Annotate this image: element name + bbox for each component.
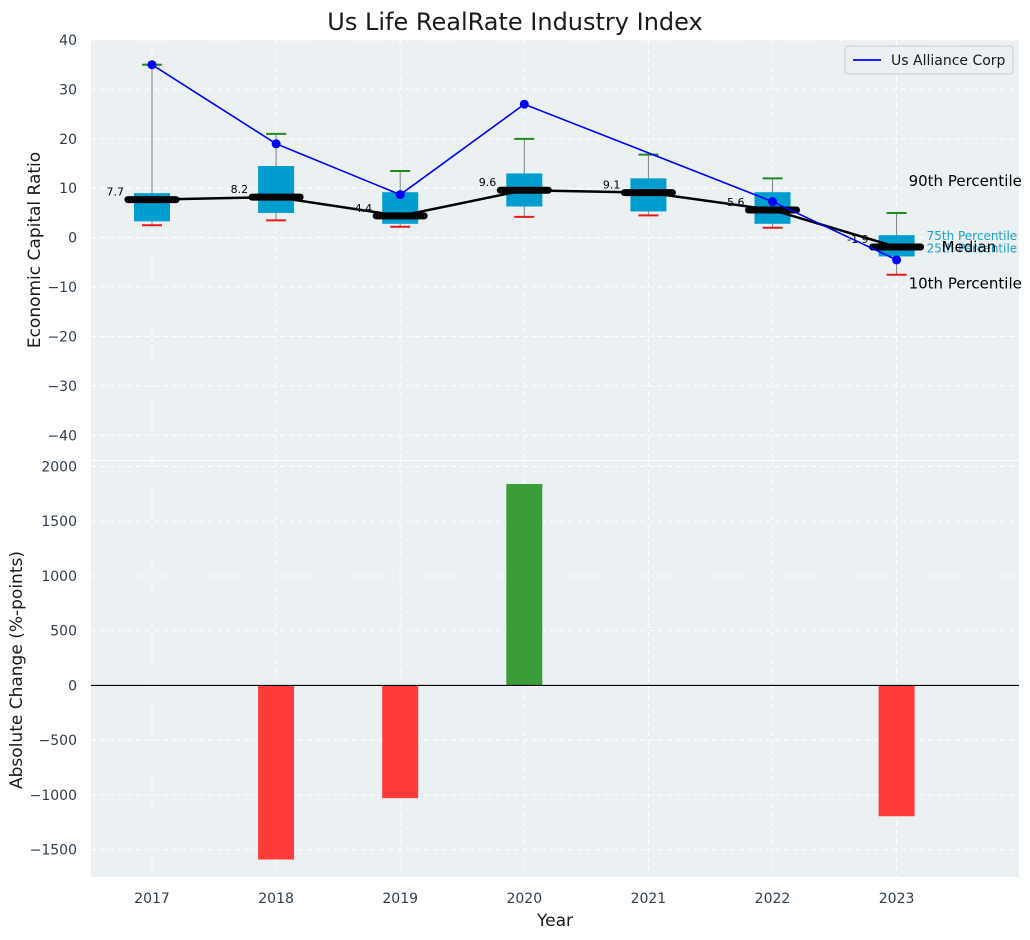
series-line-us-alliance-corp	[151, 64, 897, 261]
bottom-y-tick-label: −500	[39, 733, 77, 749]
iqr-box	[258, 166, 295, 213]
x-axis-label: Year	[536, 911, 573, 931]
x-tick-label: 2023	[879, 891, 915, 907]
top-y-tick-label: −30	[47, 379, 77, 395]
series-point-us-alliance-corp	[147, 60, 157, 70]
bottom-y-tick-label: −1000	[30, 788, 77, 804]
bottom-y-tick-label: 1000	[41, 569, 77, 585]
median-value-label: 7.7	[107, 186, 125, 199]
bottom-panel: 2000 1500 1000 500 0 −500 −1000 −1500 2017 2018 20…	[30, 459, 1019, 907]
series-point-us-alliance-corp	[395, 190, 405, 200]
top-y-tick-label: 10	[59, 181, 77, 197]
bottom-y-tick-label: 2000	[41, 459, 77, 475]
chart-title: Us Life RealRate Industry Index	[327, 8, 702, 36]
median-value-label: -1.9	[847, 233, 868, 246]
annotation-75th-percentile: 75th Percentile	[927, 229, 1018, 243]
x-tick-label: 2020	[506, 891, 542, 907]
annotation-median: Median	[942, 238, 997, 256]
series-point-us-alliance-corp	[519, 99, 529, 109]
top-y-tick-label: 0	[68, 231, 77, 247]
top-y-tick-label: −40	[47, 428, 77, 444]
top-plot-area	[91, 40, 1019, 460]
median-value-label: 4.4	[355, 202, 373, 215]
change-bar	[258, 685, 295, 860]
change-bar	[382, 685, 419, 799]
series-point-us-alliance-corp	[892, 255, 902, 265]
x-tick-label: 2021	[631, 891, 667, 907]
x-tick-label: 2018	[258, 891, 294, 907]
bottom-y-tick-label: 500	[50, 624, 77, 640]
bottom-y-tick-label: 1500	[41, 514, 77, 530]
bottom-y-axis-label: Absolute Change (%-points)	[7, 551, 27, 789]
x-tick-label: 2017	[134, 891, 170, 907]
median-value-label: 9.6	[479, 176, 497, 189]
top-y-tick-label: −10	[47, 280, 77, 296]
median-value-label: 9.1	[603, 179, 621, 192]
top-panel: 40 30 20 10 0 −10 −20 −30 −40 7.7 8.2 4.4 9.6 9.1 5.6 -…	[47, 33, 1022, 460]
top-y-tick-label: 30	[59, 82, 77, 98]
annotation-90th-percentile: 90th Percentile	[909, 172, 1022, 190]
series-point-us-alliance-corp	[271, 139, 281, 149]
bottom-plot-area	[91, 461, 1019, 877]
legend-box	[844, 45, 1014, 75]
bottom-y-tick-label: −1500	[30, 843, 77, 859]
annotation-25th-percentile: 25th Percentile	[927, 241, 1018, 255]
x-tick-label: 2022	[755, 891, 791, 907]
top-y-tick-label: 20	[59, 132, 77, 148]
bottom-y-tick-label: 0	[68, 678, 77, 694]
median-value-label: 8.2	[231, 183, 249, 196]
change-bar	[878, 685, 915, 817]
annotation-10th-percentile: 10th Percentile	[909, 275, 1022, 293]
top-y-tick-label: −20	[47, 329, 77, 345]
top-y-axis-label: Economic Capital Ratio	[25, 152, 45, 348]
median-value-label: 5.6	[727, 196, 745, 209]
legend-label-us-alliance-corp: Us Alliance Corp	[891, 53, 1006, 69]
top-y-tick-label: 40	[59, 33, 77, 49]
series-point-us-alliance-corp	[768, 197, 777, 207]
x-tick-label: 2019	[382, 891, 418, 907]
change-bar	[506, 483, 543, 686]
